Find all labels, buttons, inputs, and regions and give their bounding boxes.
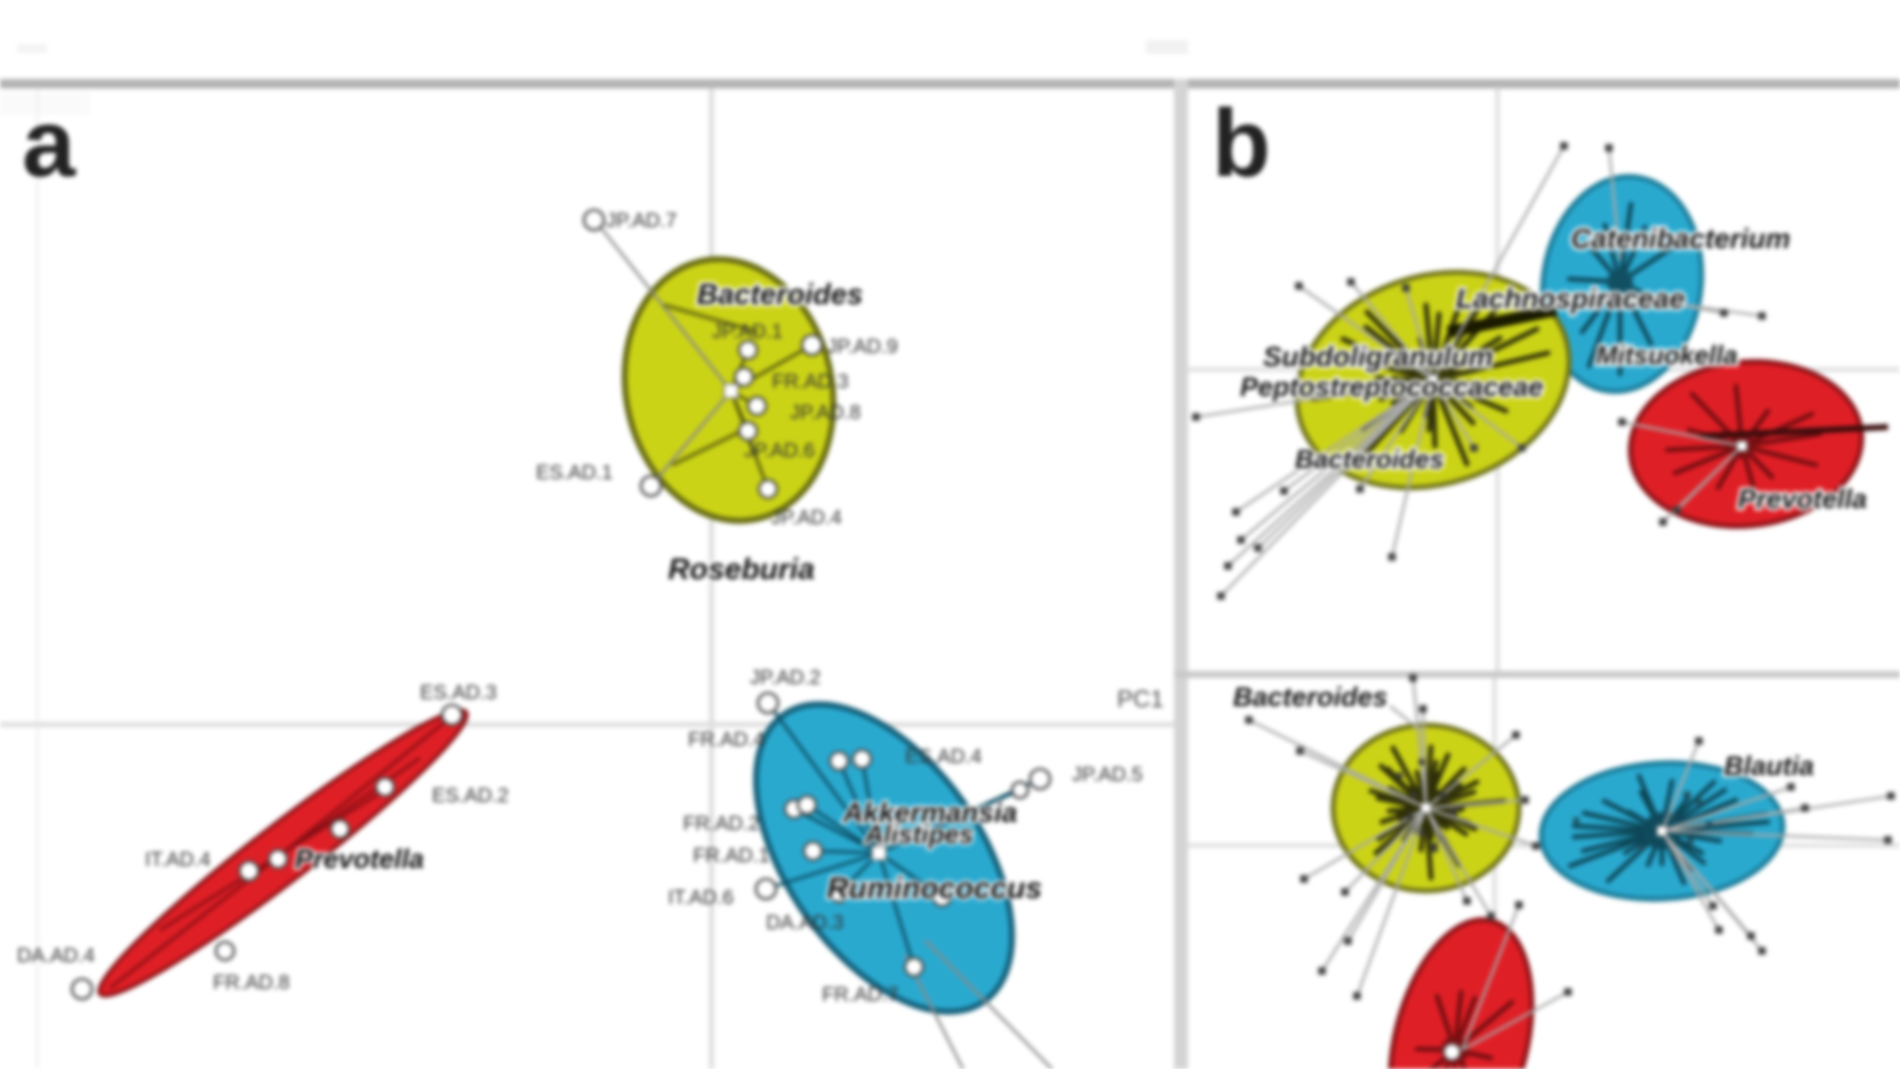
svg-text:JP.AD.5: JP.AD.5 — [1072, 764, 1143, 786]
svg-text:ES.AD.4: ES.AD.4 — [905, 746, 982, 768]
svg-text:Ruminococcus: Ruminococcus — [827, 872, 1042, 905]
svg-text:IT.AD.6: IT.AD.6 — [668, 887, 734, 909]
svg-text:DA.AD.4: DA.AD.4 — [17, 945, 95, 967]
svg-text:DA.AD.3: DA.AD.3 — [766, 912, 844, 934]
svg-text:PC1: PC1 — [1117, 686, 1164, 713]
svg-text:Akkermansia: Akkermansia — [842, 797, 1017, 828]
svg-text:JP.AD.9: JP.AD.9 — [827, 336, 898, 358]
svg-text:FR.AD.7: FR.AD.7 — [822, 984, 899, 1006]
svg-text:FR.AD.2: FR.AD.2 — [683, 813, 760, 835]
svg-text:Roseburia: Roseburia — [668, 553, 815, 586]
svg-text:Subdoligranulum: Subdoligranulum — [1263, 341, 1493, 372]
svg-text:JP.AD.4: JP.AD.4 — [771, 507, 842, 529]
svg-text:ES.AD.1: ES.AD.1 — [536, 462, 613, 484]
svg-text:Lachnospiraceae: Lachnospiraceae — [1456, 283, 1685, 314]
svg-text:JP.AD.8: JP.AD.8 — [790, 402, 861, 424]
svg-text:Bacteroides: Bacteroides — [697, 279, 863, 311]
svg-text:JP.AD.6: JP.AD.6 — [744, 440, 815, 462]
svg-text:a: a — [22, 90, 76, 197]
svg-text:JP.AD.2: JP.AD.2 — [750, 667, 821, 689]
svg-text:ES.AD.3: ES.AD.3 — [420, 682, 497, 704]
svg-text:Bacteroides: Bacteroides — [1233, 682, 1388, 712]
svg-text:b: b — [1212, 90, 1271, 197]
svg-text:FR.AD.3: FR.AD.3 — [772, 371, 849, 393]
svg-text:ES.AD.2: ES.AD.2 — [432, 785, 509, 807]
svg-text:JP.AD.1: JP.AD.1 — [712, 321, 783, 343]
svg-text:Alistipes: Alistipes — [864, 819, 973, 849]
svg-text:Bacteroides: Bacteroides — [1295, 444, 1444, 474]
svg-text:Prevotella: Prevotella — [1738, 484, 1867, 514]
svg-text:FR.AD.8: FR.AD.8 — [213, 972, 290, 994]
svg-text:Blautia: Blautia — [1724, 751, 1814, 781]
svg-text:Catenibacterium: Catenibacterium — [1571, 223, 1790, 254]
svg-text:Prevotella: Prevotella — [295, 844, 424, 874]
svg-text:FR.AD.4: FR.AD.4 — [688, 729, 765, 751]
svg-text:JP.AD.7: JP.AD.7 — [606, 210, 677, 232]
svg-text:IT.AD.4: IT.AD.4 — [145, 849, 211, 871]
svg-text:Mitsuokella: Mitsuokella — [1596, 340, 1738, 370]
svg-text:Peptostreptococcaceae: Peptostreptococcaceae — [1240, 372, 1543, 402]
svg-text:FR.AD.1: FR.AD.1 — [693, 845, 770, 867]
